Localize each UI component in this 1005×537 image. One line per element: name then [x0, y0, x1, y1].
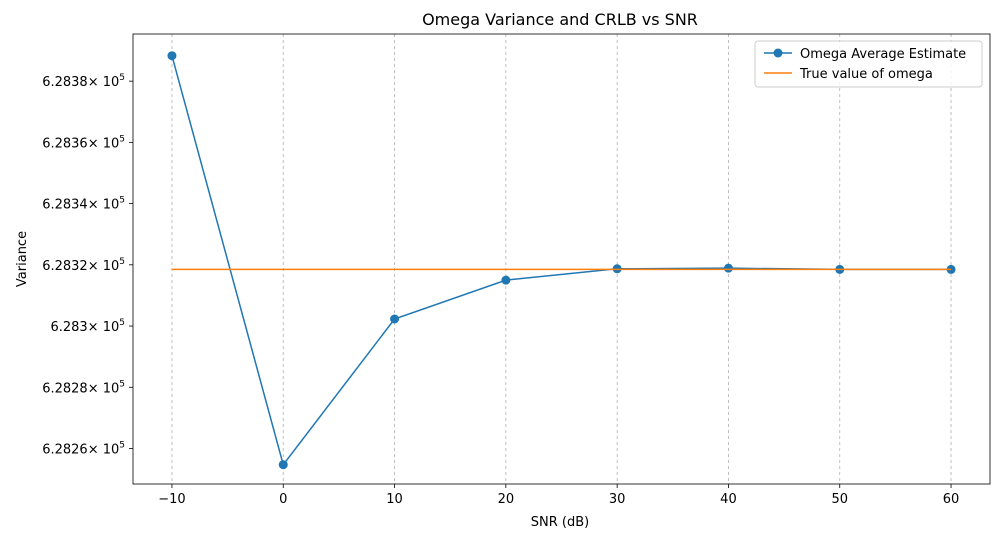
data-point	[723, 263, 733, 273]
x-tick-label: 10	[386, 492, 403, 507]
plot-area: −10 0 10 20 30 40 50 60 6.2826× 105 6.2828× 105 6.…	[42, 33, 991, 507]
legend-label-0: Omega Average Estimate	[800, 47, 966, 62]
y-tick-label: 6.2826× 105	[42, 440, 125, 457]
data-point	[501, 275, 511, 285]
y-tick-label: 6.2834× 105	[42, 196, 125, 213]
y-tick-label: 6.2828× 105	[42, 379, 125, 396]
y-tick-label: 6.2836× 105	[42, 134, 125, 151]
x-tick-label: 50	[831, 492, 848, 507]
legend-box	[754, 40, 983, 88]
x-tick-label: 30	[609, 492, 626, 507]
y-tick-label: 6.283× 105	[50, 318, 125, 335]
legend-label-1: True value of omega	[799, 67, 933, 82]
x-tick-label: 20	[498, 492, 515, 507]
data-point	[167, 51, 177, 61]
data-point	[390, 314, 400, 324]
x-tick-label: 60	[943, 492, 960, 507]
axes-frame	[132, 33, 991, 485]
y-axis-label: Variance	[15, 231, 30, 287]
x-axis-label: SNR (dB)	[531, 515, 589, 530]
legend-marker-0	[773, 48, 783, 58]
data-point	[278, 460, 288, 470]
x-tick-label: 0	[279, 492, 287, 507]
chart-title: Omega Variance and CRLB vs SNR	[422, 10, 698, 29]
y-tick-label: 6.2838× 105	[42, 73, 125, 90]
y-tick-label: 6.2832× 105	[42, 257, 125, 274]
x-tick-label: −10	[158, 492, 185, 507]
legend: Omega Average Estimate True value of omeg…	[754, 40, 983, 88]
x-tick-label: 40	[720, 492, 737, 507]
